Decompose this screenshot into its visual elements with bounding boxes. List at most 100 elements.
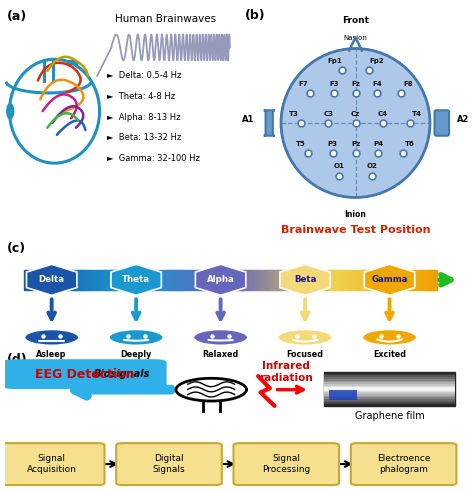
Bar xyxy=(219,270,222,290)
Bar xyxy=(195,270,197,290)
Bar xyxy=(304,270,307,290)
Bar xyxy=(324,380,455,382)
Bar xyxy=(230,270,233,290)
Bar xyxy=(85,270,88,290)
Polygon shape xyxy=(27,264,77,295)
Bar xyxy=(24,270,26,290)
Text: F3: F3 xyxy=(329,81,338,87)
Text: T5: T5 xyxy=(296,141,306,147)
Bar xyxy=(253,270,255,290)
Bar xyxy=(146,270,148,290)
Bar xyxy=(376,270,379,290)
Bar xyxy=(240,270,243,290)
Bar xyxy=(184,270,187,290)
Bar xyxy=(224,270,226,290)
Bar xyxy=(63,270,65,290)
Bar xyxy=(339,270,342,290)
Bar xyxy=(71,270,73,290)
Bar xyxy=(205,270,208,290)
Bar xyxy=(300,270,303,290)
Bar xyxy=(341,270,344,290)
Bar xyxy=(324,373,455,375)
Text: ►  Beta: 13-32 Hz: ► Beta: 13-32 Hz xyxy=(107,133,181,142)
Bar xyxy=(324,400,455,402)
Text: T4: T4 xyxy=(412,111,422,117)
Bar xyxy=(426,270,428,290)
Bar xyxy=(106,270,109,290)
Bar xyxy=(393,270,396,290)
Bar xyxy=(48,270,51,290)
Bar xyxy=(381,270,383,290)
Bar xyxy=(137,270,140,290)
Text: Relaxed: Relaxed xyxy=(202,350,239,359)
Bar xyxy=(366,270,369,290)
Text: EEG Detection: EEG Detection xyxy=(35,368,134,381)
Bar xyxy=(324,372,455,374)
Bar xyxy=(102,270,104,290)
Bar xyxy=(302,270,305,290)
Bar xyxy=(46,270,49,290)
Polygon shape xyxy=(280,264,330,295)
Bar xyxy=(155,270,158,290)
Bar xyxy=(414,270,416,290)
Bar xyxy=(312,270,315,290)
Bar xyxy=(337,270,340,290)
Bar xyxy=(434,270,437,290)
Bar xyxy=(416,270,419,290)
Bar xyxy=(324,399,455,401)
Bar xyxy=(257,270,259,290)
Text: P3: P3 xyxy=(328,141,338,147)
Bar xyxy=(149,270,152,290)
Bar xyxy=(294,270,297,290)
Bar xyxy=(275,270,278,290)
Bar xyxy=(310,270,313,290)
Polygon shape xyxy=(365,264,415,295)
Bar xyxy=(44,270,47,290)
Bar xyxy=(271,270,274,290)
Bar xyxy=(236,270,239,290)
Bar xyxy=(129,270,131,290)
Text: Nasion: Nasion xyxy=(344,35,367,41)
Text: Electroence
phalogram: Electroence phalogram xyxy=(377,455,430,474)
Bar xyxy=(94,270,96,290)
Text: Biosignals: Biosignals xyxy=(94,369,150,379)
Text: ►  Delta: 0.5-4 Hz: ► Delta: 0.5-4 Hz xyxy=(107,71,181,80)
Bar xyxy=(110,270,113,290)
Bar xyxy=(42,270,45,290)
Bar xyxy=(181,270,183,290)
Bar xyxy=(158,270,160,290)
Bar xyxy=(324,372,455,406)
Text: (a): (a) xyxy=(7,10,27,23)
Bar xyxy=(315,270,317,290)
Text: Delta: Delta xyxy=(39,276,64,284)
FancyBboxPatch shape xyxy=(0,443,104,485)
Bar xyxy=(182,270,185,290)
Bar xyxy=(178,270,181,290)
Bar xyxy=(379,270,381,290)
Bar xyxy=(418,270,420,290)
Bar xyxy=(176,270,179,290)
Bar xyxy=(172,270,175,290)
Bar xyxy=(399,270,402,290)
Bar xyxy=(364,270,367,290)
Polygon shape xyxy=(195,264,246,295)
Bar xyxy=(298,270,301,290)
Bar xyxy=(323,270,326,290)
Bar xyxy=(56,270,59,290)
Bar xyxy=(73,270,75,290)
Bar xyxy=(114,270,117,290)
Bar xyxy=(405,270,408,290)
Ellipse shape xyxy=(109,330,164,345)
FancyBboxPatch shape xyxy=(116,443,222,485)
Bar xyxy=(331,270,334,290)
Bar xyxy=(263,270,265,290)
Bar xyxy=(226,270,228,290)
Bar xyxy=(108,270,111,290)
Bar xyxy=(324,398,455,399)
Text: C4: C4 xyxy=(378,111,388,117)
Bar xyxy=(391,270,393,290)
Ellipse shape xyxy=(193,330,248,345)
Bar xyxy=(141,270,144,290)
Bar xyxy=(350,270,352,290)
Bar xyxy=(135,270,137,290)
